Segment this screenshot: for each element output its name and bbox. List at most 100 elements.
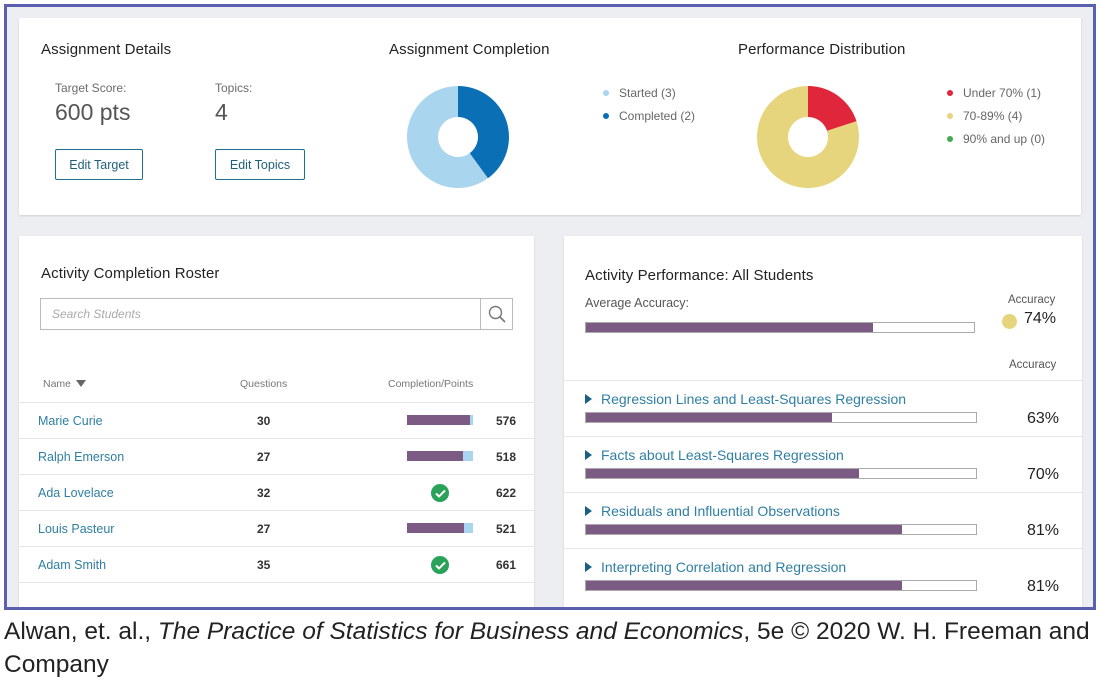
activity-completion-roster-card: Activity Completion Roster Name Question… [19, 236, 534, 607]
completion-progress-fill [407, 451, 464, 461]
name-column-header[interactable]: Name [43, 378, 87, 390]
completion-progress-bar [407, 523, 473, 533]
completed-check-icon [431, 556, 449, 574]
student-name-link[interactable]: Louis Pasteur [38, 522, 115, 536]
distribution-slice-70-89- [757, 86, 859, 188]
completion-column-header: Completion/Points [388, 378, 474, 390]
topic-accuracy-bar [585, 468, 977, 479]
table-bottom-divider [19, 582, 534, 583]
distribution-legend-item: 90% and up (0) [947, 127, 1045, 150]
name-column-label: Name [43, 378, 72, 390]
points-value: 576 [496, 414, 517, 428]
average-accuracy-bar-fill [586, 323, 874, 332]
distribution-legend-label: 70-89% (4) [963, 108, 1023, 123]
topic-accuracy-bar [585, 580, 977, 591]
completion-legend-item: Started (3) [603, 81, 695, 104]
topic-link[interactable]: Facts about Least-Squares Regression [601, 447, 844, 463]
distribution-legend-label: 90% and up (0) [963, 131, 1046, 146]
completion-legend-item: Completed (2) [603, 104, 695, 127]
topics-value: 4 [215, 99, 228, 125]
performance-distribution-donut-chart [757, 86, 859, 188]
distribution-legend-item: 70-89% (4) [947, 104, 1045, 127]
distribution-legend-dot [947, 112, 953, 119]
edit-topics-button[interactable]: Edit Topics [215, 149, 305, 180]
topic-accuracy-bar [585, 412, 977, 423]
completion-slice-completed [458, 86, 510, 179]
completion-legend-label: Completed (2) [619, 108, 696, 123]
topic-accuracy-value: 63% [1026, 410, 1059, 427]
questions-count: 35 [257, 558, 271, 572]
caption-publisher: , 5e © 2020 W. H. Freeman and Company [4, 618, 1090, 678]
completion-legend-label: Started (3) [619, 85, 676, 100]
expand-triangle-icon[interactable] [585, 394, 592, 404]
distribution-legend-item: Under 70% (1) [947, 81, 1045, 104]
target-score-value: 600 pts [55, 99, 131, 125]
completion-progress-bar [407, 415, 473, 425]
completion-progress-fill [407, 415, 470, 425]
table-row: Marie Curie 30 576 [19, 402, 534, 439]
questions-count: 32 [257, 486, 271, 500]
topic-link[interactable]: Regression Lines and Least-Squares Regre… [601, 391, 907, 407]
distribution-slice-under-70- [808, 86, 857, 131]
app-screenshot-frame: Assignment Details Target Score: 600 pts… [4, 4, 1096, 610]
points-value: 518 [496, 450, 517, 464]
search-button[interactable] [480, 299, 512, 329]
topic-accuracy-value: 81% [1026, 522, 1059, 539]
topic-accuracy-bar-fill [586, 581, 902, 590]
figure-caption: Alwan, et. al., The Practice of Statisti… [4, 615, 1096, 681]
assignment-completion-title: Assignment Completion [389, 41, 550, 58]
assignment-details-title: Assignment Details [41, 41, 172, 58]
expand-triangle-icon[interactable] [585, 562, 592, 572]
completion-legend-dot [603, 112, 609, 119]
topic-link[interactable]: Interpreting Correlation and Regression [601, 559, 847, 575]
performance-distribution-legend: Under 70% (1) 70-89% (4) 90% and up (0) [947, 81, 1045, 150]
topic-row: Interpreting Correlation and Regression 8… [564, 548, 1082, 604]
topic-row: Residuals and Influential Observations 81… [564, 492, 1082, 548]
edit-target-button[interactable]: Edit Target [55, 149, 143, 180]
caption-authors: Alwan, et. al., [4, 618, 158, 645]
table-row: Louis Pasteur 27 521 [19, 510, 534, 547]
topic-accuracy-bar-fill [586, 469, 859, 478]
summary-card: Assignment Details Target Score: 600 pts… [19, 18, 1081, 215]
questions-count: 27 [257, 450, 271, 464]
questions-count: 27 [257, 522, 271, 536]
topic-accuracy-value: 81% [1026, 578, 1059, 595]
distribution-legend-dot [947, 135, 953, 142]
sort-down-icon [76, 380, 87, 387]
table-row: Ada Lovelace 32 622 [19, 474, 534, 511]
completion-slice-started [407, 86, 488, 188]
assignment-completion-legend: Started (3) Completed (2) [603, 81, 695, 127]
points-value: 521 [496, 522, 517, 536]
completion-legend-dot [603, 89, 609, 96]
average-accuracy-label: Average Accuracy: [585, 296, 689, 310]
questions-column-header: Questions [240, 378, 288, 390]
table-row: Ralph Emerson 27 518 [19, 438, 534, 475]
activity-performance-card: Activity Performance: All Students Avera… [564, 236, 1082, 607]
points-value: 622 [496, 486, 517, 500]
student-name-link[interactable]: Adam Smith [38, 558, 107, 572]
expand-triangle-icon[interactable] [585, 506, 592, 516]
accuracy-header: Accuracy [1008, 294, 1056, 306]
topic-row: Facts about Least-Squares Regression 70% [564, 436, 1082, 492]
topics-label: Topics: [215, 81, 253, 95]
distribution-legend-dot [947, 89, 953, 96]
accuracy-column-header: Accuracy [1009, 359, 1057, 371]
roster-title: Activity Completion Roster [41, 265, 220, 282]
student-name-link[interactable]: Ralph Emerson [38, 450, 125, 464]
topic-accuracy-bar-fill [586, 525, 902, 534]
search-box [40, 298, 513, 330]
student-name-link[interactable]: Marie Curie [38, 414, 103, 428]
search-students-input[interactable] [41, 299, 480, 329]
questions-count: 30 [257, 414, 271, 428]
caption-book-title: The Practice of Statistics for Business … [157, 618, 744, 645]
topic-link[interactable]: Residuals and Influential Observations [601, 503, 840, 519]
topic-accuracy-value: 70% [1026, 466, 1059, 483]
student-name-link[interactable]: Ada Lovelace [38, 486, 114, 500]
distribution-legend-label: Under 70% (1) [963, 85, 1042, 100]
expand-triangle-icon[interactable] [585, 450, 592, 460]
points-value: 661 [496, 558, 517, 572]
performance-distribution-title: Performance Distribution [738, 41, 906, 58]
topic-row: Regression Lines and Least-Squares Regre… [564, 380, 1082, 436]
search-icon [488, 305, 506, 323]
topic-accuracy-bar-fill [586, 413, 832, 422]
